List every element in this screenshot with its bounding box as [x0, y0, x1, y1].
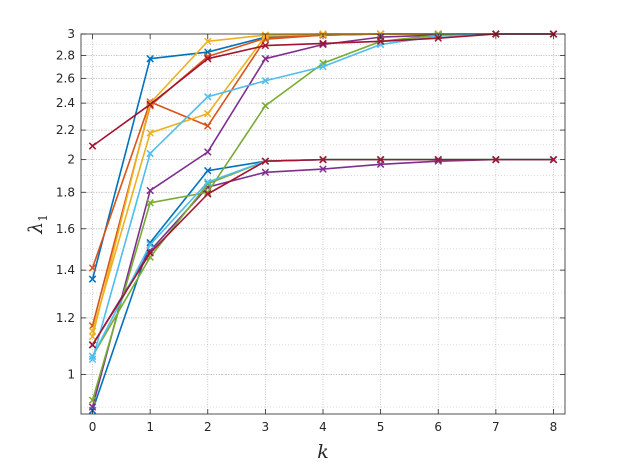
data-point: [204, 54, 212, 63]
x-tick-label: 7: [492, 420, 500, 434]
data-point: [204, 166, 212, 175]
data-point: [549, 155, 558, 164]
data-point: [319, 155, 327, 164]
data-point: [261, 168, 270, 177]
data-point: [88, 275, 97, 283]
y-tick-label: 2.2: [56, 123, 75, 137]
y-tick-label: 1.8: [56, 185, 75, 199]
data-point: [204, 190, 212, 198]
data-point: [146, 149, 154, 158]
data-point: [146, 199, 154, 207]
y-tick-label: 2.8: [56, 48, 75, 62]
data-point: [88, 352, 97, 361]
data-point: [204, 148, 212, 156]
data-point: [492, 155, 500, 164]
y-tick-label: 3: [67, 27, 75, 41]
x-tick-label: 3: [262, 420, 270, 434]
axis-ticks: [81, 33, 565, 414]
data-point: [146, 249, 154, 257]
data-point: [319, 62, 327, 71]
data-point: [146, 186, 154, 195]
x-tick-label: 2: [204, 420, 212, 434]
y-tick-label: 1.4: [56, 263, 75, 277]
data-point: [261, 41, 270, 50]
x-tick-label: 4: [319, 420, 327, 434]
data-point: [204, 122, 212, 130]
data-point: [319, 40, 327, 49]
x-tick-label: 8: [550, 420, 558, 434]
data-point: [146, 54, 154, 63]
data-point: [146, 129, 154, 137]
x-axis-label: k: [317, 441, 329, 463]
data-point: [376, 40, 385, 49]
data-point: [88, 355, 97, 364]
y-axis-label-main: λ: [25, 222, 47, 235]
series-14: [88, 155, 558, 349]
y-tick-label: 2.4: [56, 96, 75, 110]
y-tick-label: 1.6: [56, 222, 75, 236]
data-point: [319, 39, 327, 48]
data-point: [88, 403, 97, 411]
x-tick-label: 6: [434, 420, 442, 434]
data-point: [204, 37, 212, 46]
data-point: [88, 332, 97, 341]
data-point: [146, 238, 154, 247]
x-tick-label: 5: [377, 420, 385, 434]
data-point: [88, 396, 97, 404]
x-tick-label: 0: [89, 420, 97, 434]
data-point: [319, 165, 327, 173]
data-point: [146, 100, 154, 109]
data-point: [204, 93, 212, 101]
x-tick-label: 1: [146, 420, 154, 434]
data-point: [204, 178, 212, 186]
y-tick-label: 2.6: [56, 71, 75, 85]
data-point: [261, 77, 270, 85]
data-point: [204, 188, 212, 197]
data-point: [376, 37, 385, 46]
y-tick-label: 1: [67, 367, 75, 381]
y-axis-label: λ1: [25, 214, 50, 235]
y-tick-label: 1.2: [56, 311, 75, 325]
y-tick-labels: 1 1.2 1.4 1.6 1.8 2 2.2 2.4 2.6 2.8 3: [56, 27, 75, 381]
data-point: [146, 240, 154, 249]
data-point: [261, 157, 270, 165]
y-axis-label-subscript: 1: [36, 214, 50, 222]
data-point: [88, 264, 97, 272]
data-point: [88, 341, 97, 349]
data-point: [88, 142, 97, 150]
x-tick-labels: 0 1 2 3 4 5 6 7 8: [89, 420, 558, 434]
data-point: [204, 109, 212, 118]
data-point: [261, 54, 270, 63]
data-point: [376, 155, 385, 164]
data-point: [261, 102, 270, 110]
y-tick-label: 2: [67, 153, 75, 167]
data-point: [434, 155, 442, 164]
series-13: [88, 30, 558, 150]
